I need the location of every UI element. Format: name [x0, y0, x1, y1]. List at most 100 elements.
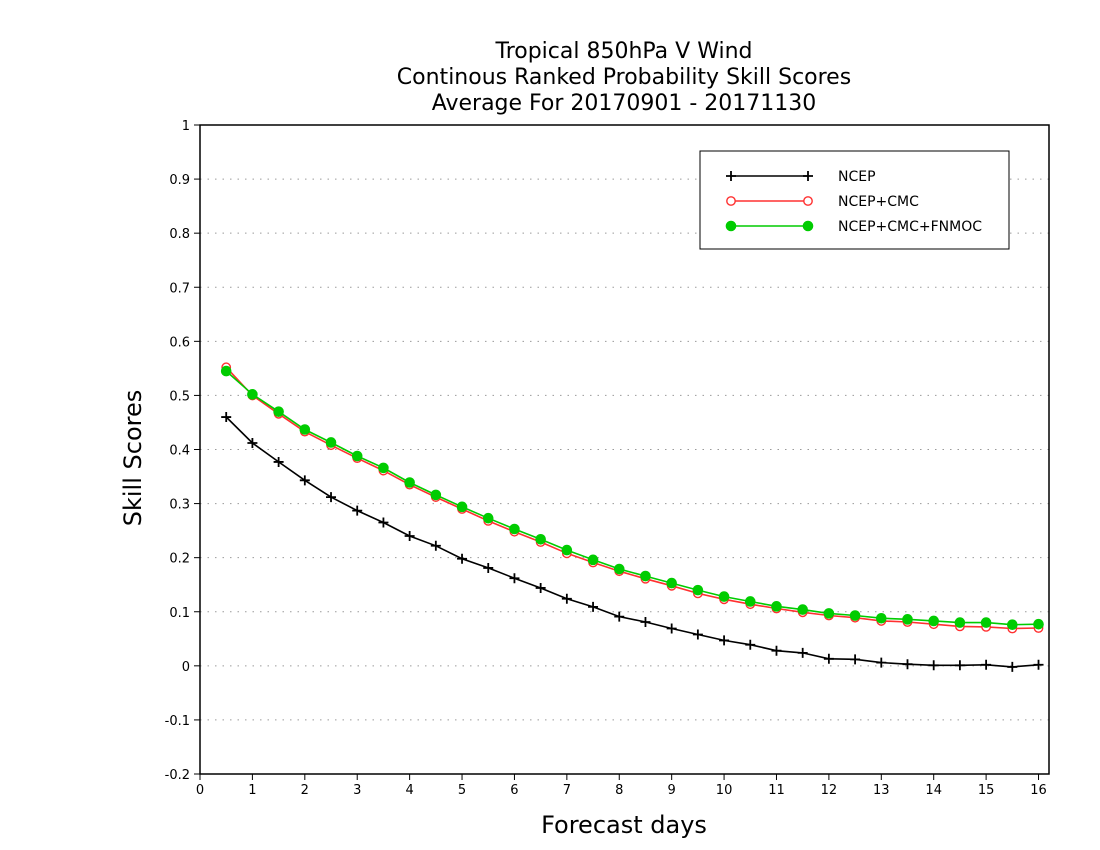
ncep-cmc-fnmoc-point: [980, 617, 992, 628]
legend: NCEP NCEP+CMC NCEP+CMC+FNMOC: [699, 150, 1010, 250]
ncep-cmc-fnmoc-point: [535, 533, 546, 545]
ncep-cmc-fnmoc-point: [849, 610, 861, 621]
ncep-point: [352, 505, 363, 516]
y-axis-title: Skill Scores: [119, 390, 147, 527]
x-tick-label: 15: [978, 783, 995, 798]
axis-ticks: -0.2-0.100.10.20.30.40.50.60.70.80.910 1 2…: [165, 119, 1047, 798]
x-tick-label: 9: [668, 783, 676, 798]
ncep-point: [588, 601, 599, 612]
legend-ncep-cmc-fnmoc-point: [802, 220, 814, 232]
ncep-cmc-fnmoc-point: [613, 563, 625, 575]
x-tick-label: 14: [925, 783, 942, 798]
ncep-point: [299, 475, 310, 486]
y-tick-label: 0.3: [169, 498, 190, 513]
x-tick-label: 7: [563, 783, 571, 798]
ncep-cmc-fnmoc-point: [640, 570, 651, 582]
ncep-cmc-fnmoc-point: [561, 544, 573, 556]
ncep-point: [745, 639, 756, 650]
ncep-cmc-fnmoc-point: [378, 462, 389, 474]
ncep-point: [457, 553, 468, 564]
chart-title-line: Average For 20170901 - 20171130: [432, 91, 817, 116]
x-tick-label: 3: [353, 783, 361, 798]
ncep-cmc-fnmoc-point: [771, 601, 782, 612]
ncep-point: [430, 540, 441, 551]
x-tick-label: 2: [301, 783, 309, 798]
series-layer: [220, 362, 1044, 672]
ncep-cmc-fnmoc-point: [220, 365, 232, 377]
ncep-point: [404, 531, 415, 542]
ncep-point: [221, 412, 232, 423]
y-tick-label: -0.2: [165, 768, 190, 783]
ncep-point: [326, 492, 337, 503]
ncep-cmc-fnmoc-point: [299, 424, 311, 435]
ncep-cmc-fnmoc-point: [1033, 618, 1044, 630]
x-tick-label: 4: [405, 783, 413, 798]
y-tick-label: 0.5: [169, 389, 190, 404]
ncep-cmc-fnmoc-point: [902, 614, 913, 625]
series-line-ncep-cmc: [225, 366, 1039, 630]
ncep-point: [666, 623, 677, 634]
ncep-point: [771, 645, 782, 656]
ncep-cmc-fnmoc-point: [509, 523, 520, 535]
ncep-point: [273, 456, 284, 467]
x-tick-label: 1: [248, 783, 256, 798]
legend-ncep-cmc-fnmoc-point: [725, 220, 737, 232]
ncep-cmc-fnmoc-point: [718, 591, 730, 602]
y-tick-label: 0: [182, 660, 190, 675]
y-tick-label: 0.1: [169, 606, 190, 621]
x-tick-label: 0: [196, 783, 204, 798]
x-tick-label: 10: [716, 783, 733, 798]
ncep-point: [902, 659, 913, 670]
ncep-cmc-fnmoc-point: [928, 615, 940, 627]
ncep-cmc-fnmoc-point: [247, 389, 258, 400]
series-line-ncep-cmc-fnmoc: [225, 370, 1039, 626]
legend-ncep-point: [726, 171, 736, 181]
ncep-cmc-fnmoc-point: [482, 512, 494, 524]
ncep-cmc-fnmoc-point: [351, 450, 363, 462]
legend-label-ncep: NCEP: [838, 169, 876, 185]
x-tick-label: 5: [458, 783, 466, 798]
ncep-cmc-fnmoc-point: [744, 596, 756, 607]
ncep-cmc-fnmoc-point: [875, 612, 887, 624]
y-tick-label: 0.9: [169, 173, 190, 188]
ncep-point: [535, 582, 546, 593]
ncep-point: [483, 562, 494, 573]
ncep-point: [719, 635, 730, 646]
ncep-point: [850, 654, 861, 665]
ncep-cmc-fnmoc-point: [692, 584, 704, 596]
x-axis-title: Forecast days: [541, 811, 707, 839]
ncep-cmc-fnmoc-point: [404, 477, 415, 488]
ncep-cmc-fnmoc-point: [666, 577, 677, 589]
chart-title-line: Tropical 850hPa V Wind: [494, 39, 752, 64]
legend-ncep-cmc-point: [803, 196, 813, 206]
ncep-point: [640, 617, 651, 628]
ncep-point: [876, 657, 887, 668]
x-tick-label: 13: [873, 783, 890, 798]
ncep-point: [561, 593, 572, 604]
ncep-point: [823, 653, 834, 664]
x-tick-label: 11: [768, 783, 785, 798]
ncep-cmc-fnmoc-point: [456, 501, 468, 513]
legend-label-ncep-cmc-fnmoc: NCEP+CMC+FNMOC: [838, 219, 982, 235]
ncep-point: [378, 517, 389, 528]
x-tick-label: 6: [510, 783, 518, 798]
chart-title-line: Continous Ranked Probability Skill Score…: [397, 65, 851, 90]
legend-box: [699, 150, 1010, 250]
x-tick-label: 12: [821, 783, 838, 798]
ncep-point: [692, 629, 703, 640]
ncep-point: [981, 659, 992, 670]
ncep-point: [1007, 661, 1018, 672]
legend-ncep-cmc-point: [726, 196, 736, 206]
ncep-cmc-fnmoc-point: [430, 489, 442, 501]
x-tick-label: 8: [615, 783, 623, 798]
ncep-point: [614, 611, 625, 622]
ncep-cmc-fnmoc-point: [1007, 619, 1018, 631]
ncep-point: [509, 573, 520, 584]
y-tick-label: 0.6: [169, 335, 190, 350]
y-tick-label: 0.4: [169, 444, 190, 459]
gridlines: [200, 178, 1049, 721]
y-tick-label: 0.8: [169, 227, 190, 242]
ncep-cmc-fnmoc-point: [325, 437, 337, 448]
ncep-point: [797, 647, 808, 658]
